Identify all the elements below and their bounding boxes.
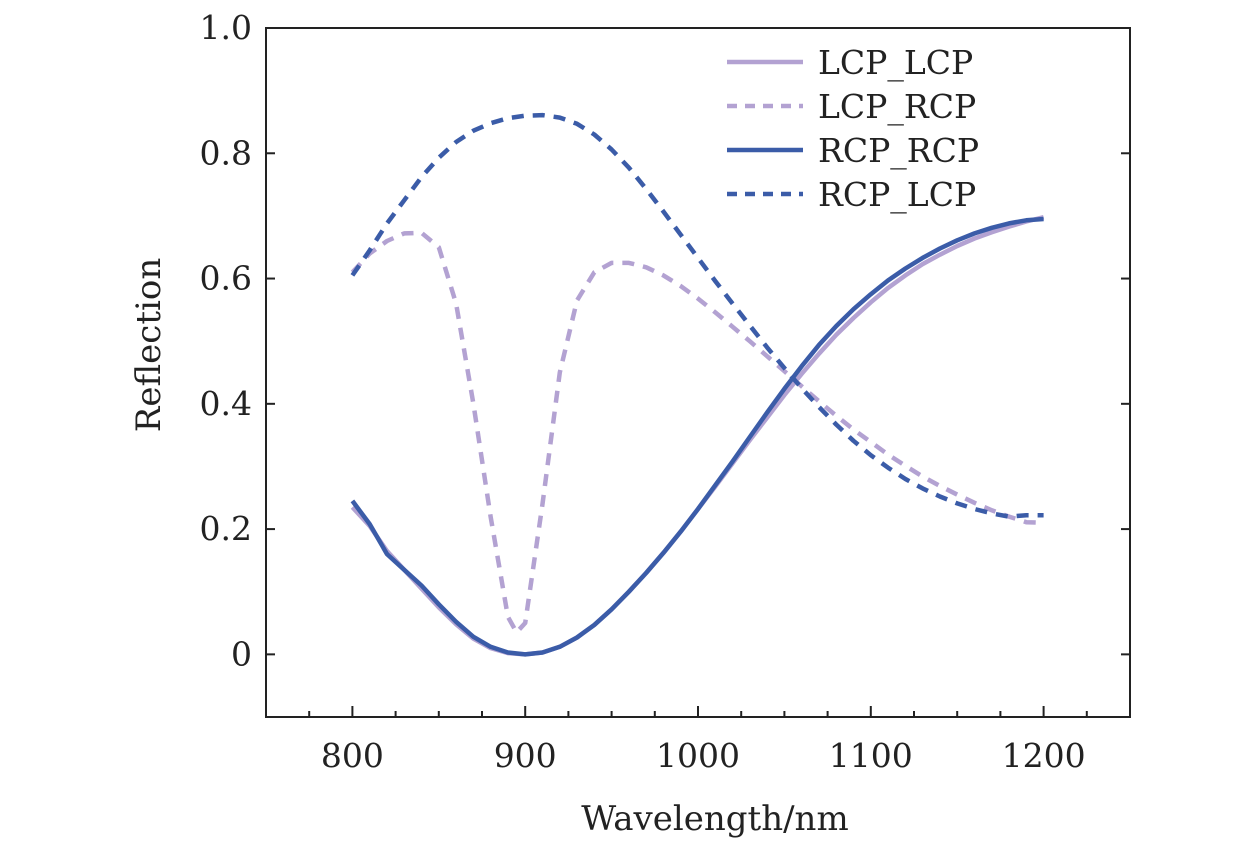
x-tick-label: 1000 [656, 736, 740, 775]
series-line-lcp-lcp [350, 215, 1045, 657]
series-layer [350, 112, 1045, 657]
y-axis-title: Reflection [129, 258, 169, 432]
y-tick-label: 0.6 [200, 259, 252, 298]
y-tick-label: 1.0 [200, 8, 252, 47]
x-axis-title: Wavelength/nm [581, 799, 848, 839]
x-tick-label: 800 [321, 736, 384, 775]
y-tick-label: 0.4 [200, 384, 252, 423]
y-tick-label: 0.8 [200, 133, 252, 172]
legend-label: RCP_RCP [818, 131, 979, 171]
x-tick-label: 1200 [1002, 736, 1086, 775]
x-axis-ticks: 800 900 1000 1100 1200 [308, 706, 1088, 775]
x-tick-label: 1100 [829, 736, 913, 775]
legend-label: LCP_LCP [818, 43, 973, 83]
series-line-lcp-rcp [350, 230, 1044, 635]
series-line-rcp-rcp [350, 216, 1044, 657]
legend-label: RCP_LCP [818, 175, 976, 215]
legend-label: LCP_RCP [818, 87, 976, 127]
plot-frame [265, 27, 1131, 718]
y-axis-ticks: 0 0.2 0.4 0.6 0.8 1.0 [200, 8, 1130, 673]
x-tick-label: 900 [494, 736, 557, 775]
y-tick-label: 0 [231, 634, 252, 673]
y-tick-label: 0.2 [200, 509, 252, 548]
